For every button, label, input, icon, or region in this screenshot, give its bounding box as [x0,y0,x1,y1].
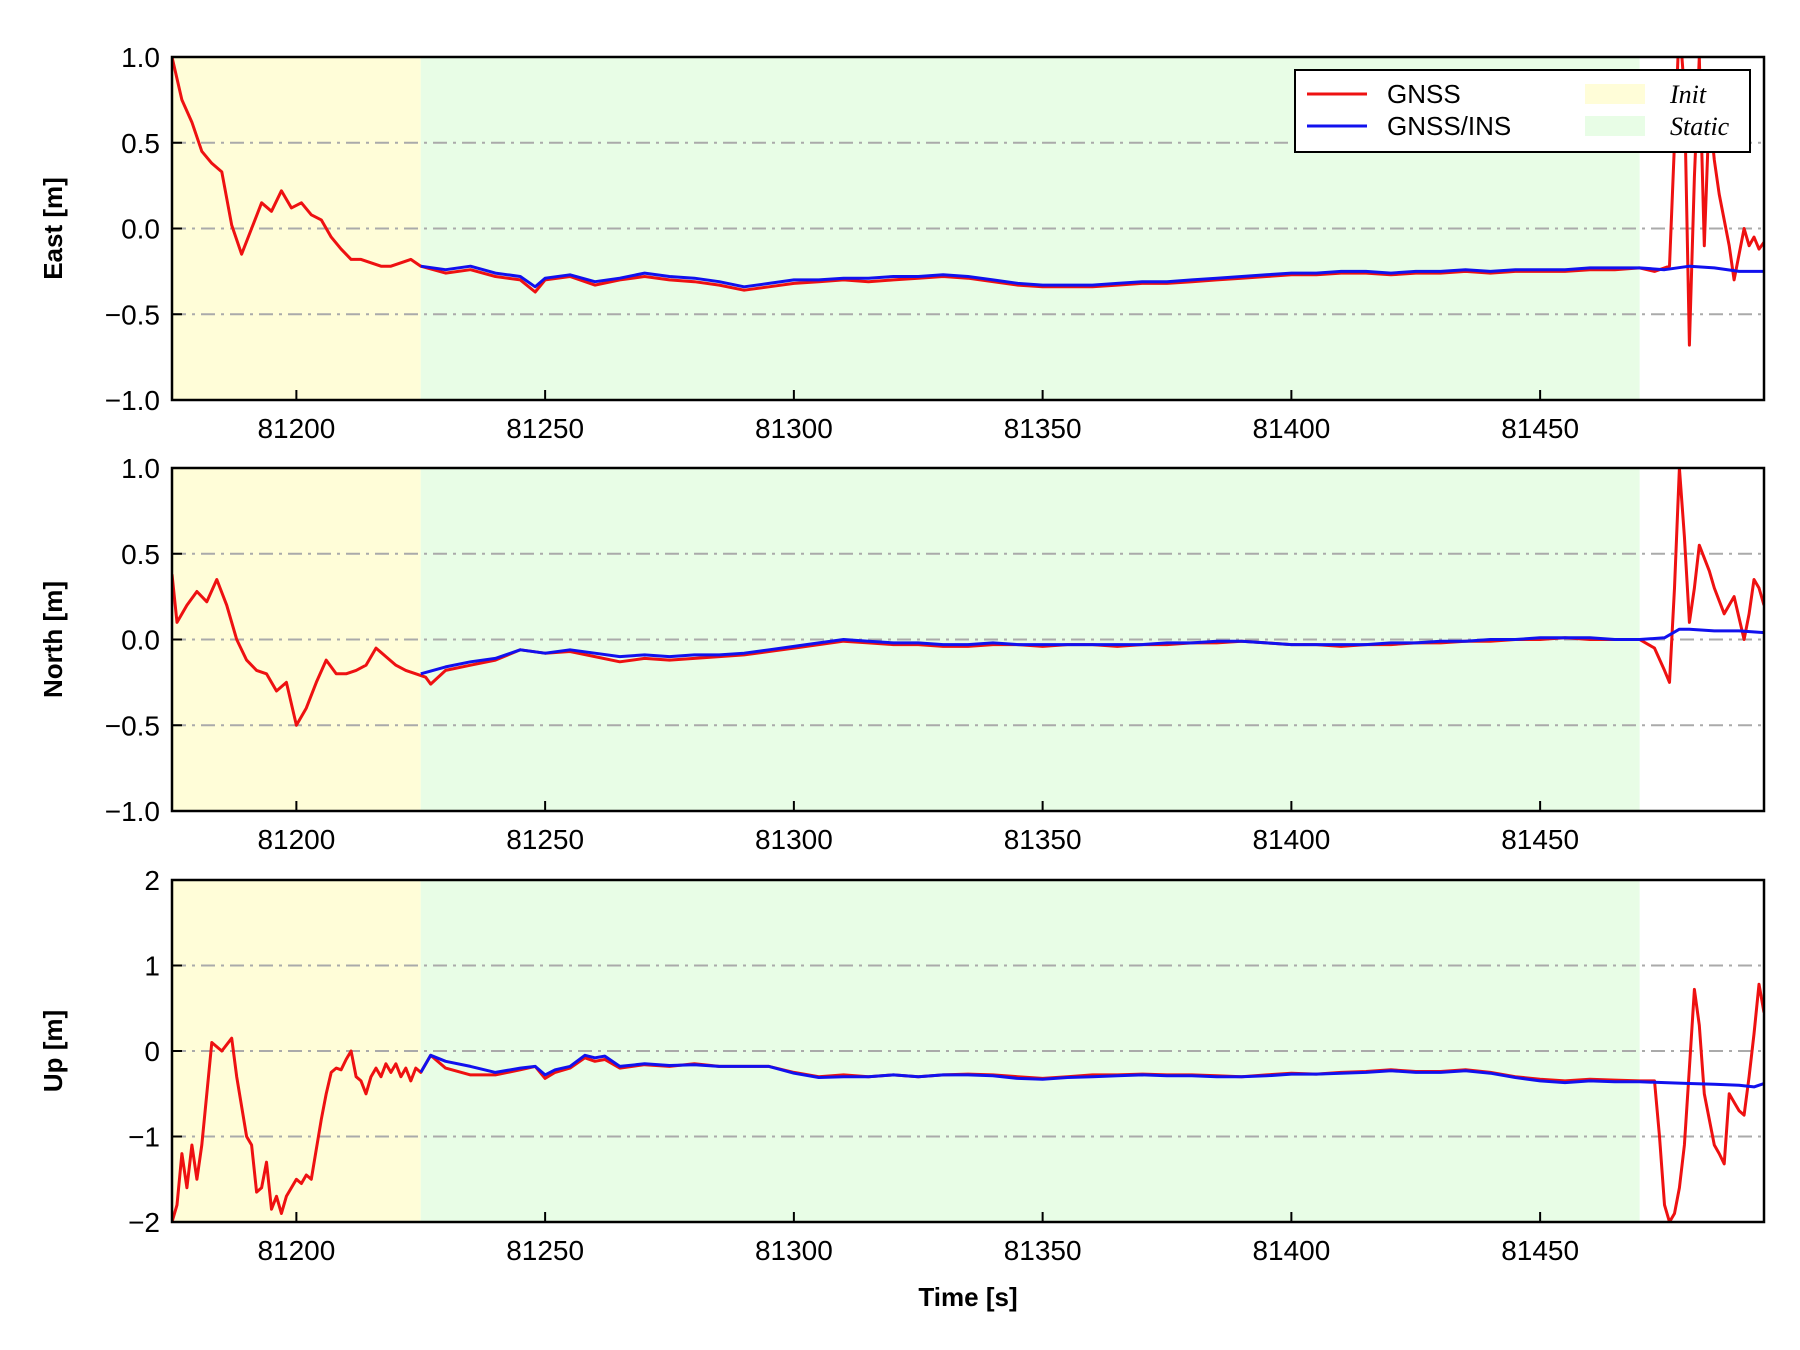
x-tick-label: 81350 [1004,413,1082,444]
shaded-region-static [420,468,1640,811]
y-tick-label: −2 [128,1207,160,1238]
y-tick-label: 1.0 [121,42,160,73]
x-tick-label: 81400 [1252,413,1330,444]
y-tick-label: 1 [144,951,160,982]
y-tick-label: −1 [128,1122,160,1153]
y-axis-label: North [m] [38,581,68,698]
series-group [172,57,1764,347]
panel-2: 81200 81250 81300 81350 81400 81450 −1.0 −0.5 0.… [38,453,1766,855]
legend-label: Init [1669,80,1707,109]
y-tick-label: 0.5 [121,539,160,570]
series-line-gnss-ins [420,627,1764,676]
x-tick-label: 81200 [257,824,335,855]
y-tick-label: −0.5 [105,299,160,330]
x-tick-label: 81250 [506,1235,584,1266]
legend-label: GNSS [1387,79,1461,109]
y-tick-label: 0.5 [121,128,160,159]
legend-label: GNSS/INS [1387,111,1511,141]
shaded-region-static [420,880,1640,1222]
series-group [172,468,1764,727]
y-tick-label: 0 [144,1036,160,1067]
x-tick-label: 81350 [1004,824,1082,855]
legend-box [1294,69,1751,153]
y-tick-label: 2 [144,865,160,896]
y-tick-label: 1.0 [121,453,160,484]
y-tick-label: −1.0 [105,796,160,827]
series-line-gnss-ins [420,264,1764,289]
series-line-gnss-ins [419,1053,1764,1089]
y-tick-label: −0.5 [105,710,160,741]
y-tick-label: −1.0 [105,385,160,416]
x-tick-label: 81300 [755,1235,833,1266]
x-tick-label: 81200 [257,1235,335,1266]
x-axis-label: Time [s] [918,1282,1017,1312]
x-tick-label: 81450 [1501,413,1579,444]
x-tick-label: 81400 [1252,1235,1330,1266]
x-tick-label: 81450 [1501,824,1579,855]
x-tick-label: 81300 [755,824,833,855]
series-group [172,982,1764,1222]
y-tick-label: 0.0 [121,625,160,656]
x-tick-label: 81250 [506,413,584,444]
x-tick-label: 81250 [506,824,584,855]
series-line-gnss [172,57,1764,347]
x-tick-label: 81300 [755,413,833,444]
x-tick-label: 81400 [1252,824,1330,855]
legend-swatch-patch [1585,84,1645,104]
x-tick-label: 81200 [257,413,335,444]
y-axis-label: Up [m] [38,1010,68,1092]
x-tick-label: 81350 [1004,1235,1082,1266]
y-tick-label: 0.0 [121,214,160,245]
legend-label: Static [1670,112,1730,141]
x-tick-label: 81450 [1501,1235,1579,1266]
legend-swatch-patch [1585,116,1645,136]
series-line-gnss [172,468,1764,727]
panel-3: 81200 81250 81300 81350 81400 81450 −2 −1 0 1 2 Up … [38,865,1766,1312]
y-axis-label: East [m] [38,177,68,280]
